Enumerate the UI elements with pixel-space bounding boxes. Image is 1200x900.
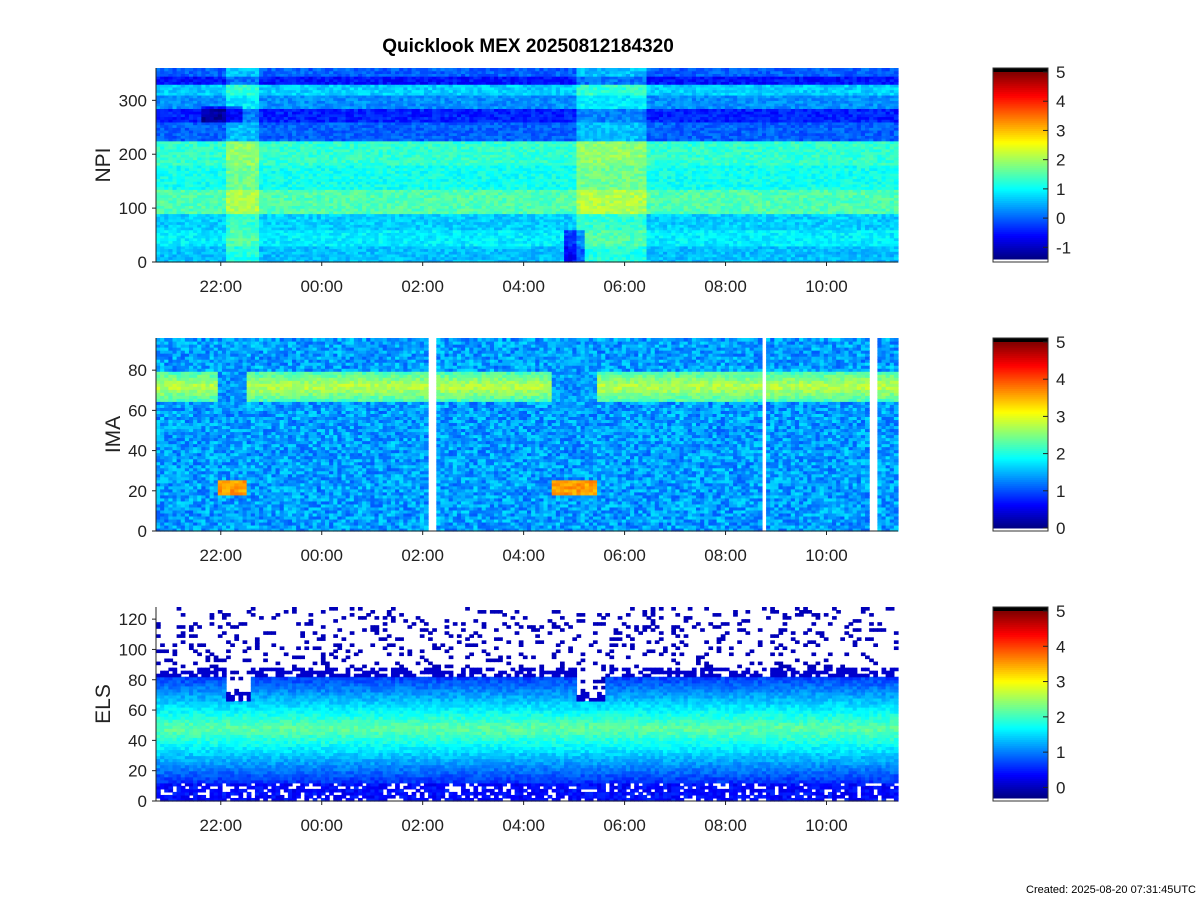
y-tick-label: 40 xyxy=(128,442,147,461)
x-tick-label: 22:00 xyxy=(200,546,243,565)
y-tick-label: 0 xyxy=(138,792,147,811)
colorbar-tick-label: 2 xyxy=(1056,708,1065,727)
colorbar-els xyxy=(992,606,1049,802)
heatmap-cells-ima xyxy=(156,338,899,532)
colorbar-tick-label: 5 xyxy=(1056,602,1065,621)
colorbar-tick-label: 1 xyxy=(1056,743,1065,762)
y-axis-label-npi: NPI xyxy=(92,147,115,182)
x-tick-label: 08:00 xyxy=(704,277,747,296)
x-tick-label: 04:00 xyxy=(502,546,545,565)
y-tick-label: 0 xyxy=(138,253,147,272)
x-tick-label: 22:00 xyxy=(200,816,243,835)
colorbar-tick-label: 0 xyxy=(1056,209,1065,228)
colorbar-tick-label: 3 xyxy=(1056,121,1065,140)
y-tick-label: 300 xyxy=(119,91,147,110)
x-tick-label: 06:00 xyxy=(603,816,646,835)
y-tick-label: 20 xyxy=(128,762,147,781)
colorbar-tick-label: 5 xyxy=(1056,333,1065,352)
y-tick-label: 0 xyxy=(138,522,147,541)
colorbar-tick-label: 2 xyxy=(1056,445,1065,464)
heatmap-cells-npi xyxy=(156,68,899,263)
x-tick-label: 02:00 xyxy=(401,546,444,565)
colorbar-tick-label: 5 xyxy=(1056,63,1065,82)
colorbar-tick-label: 0 xyxy=(1056,519,1065,538)
colorbar-tick-label: 2 xyxy=(1056,151,1065,170)
x-tick-label: 22:00 xyxy=(200,277,243,296)
y-tick-label: 20 xyxy=(128,482,147,501)
colorbar-tick-label: 4 xyxy=(1056,92,1065,111)
y-axis-label-ima: IMA xyxy=(102,416,125,453)
heatmap-cells-els xyxy=(156,607,899,802)
x-tick-label: 04:00 xyxy=(502,816,545,835)
x-tick-label: 10:00 xyxy=(805,816,848,835)
colorbar-tick-label: 4 xyxy=(1056,370,1065,389)
colorbar-tick-label: -1 xyxy=(1056,238,1071,257)
y-tick-label: 100 xyxy=(119,199,147,218)
colorbar-npi xyxy=(992,67,1049,263)
x-tick-label: 10:00 xyxy=(805,277,848,296)
colorbar-tick-label: 3 xyxy=(1056,673,1065,692)
created-timestamp: Created: 2025-08-20 07:31:45UTC xyxy=(1026,884,1196,896)
y-tick-label: 60 xyxy=(128,401,147,420)
y-tick-label: 120 xyxy=(119,610,147,629)
figure-title: Quicklook MEX 20250812184320 xyxy=(156,36,900,58)
x-tick-label: 02:00 xyxy=(401,277,444,296)
y-tick-label: 80 xyxy=(128,361,147,380)
colorbar-tick-label: 3 xyxy=(1056,407,1065,426)
x-tick-label: 00:00 xyxy=(300,277,343,296)
colorbar-tick-label: 1 xyxy=(1056,180,1065,199)
x-tick-label: 06:00 xyxy=(603,277,646,296)
x-tick-label: 00:00 xyxy=(300,546,343,565)
colorbar-tick-label: 4 xyxy=(1056,637,1065,656)
x-tick-label: 08:00 xyxy=(704,816,747,835)
colorbar-tick-label: 0 xyxy=(1056,778,1065,797)
y-tick-label: 200 xyxy=(119,145,147,164)
x-tick-label: 02:00 xyxy=(401,816,444,835)
x-tick-label: 00:00 xyxy=(300,816,343,835)
y-tick-label: 40 xyxy=(128,731,147,750)
x-tick-label: 10:00 xyxy=(805,546,848,565)
colorbar-tick-label: 1 xyxy=(1056,482,1065,501)
x-tick-label: 08:00 xyxy=(704,546,747,565)
y-tick-label: 80 xyxy=(128,671,147,690)
x-tick-label: 06:00 xyxy=(603,546,646,565)
colorbar-ima xyxy=(992,337,1049,532)
y-axis-label-els: ELS xyxy=(92,684,115,724)
y-tick-label: 100 xyxy=(119,640,147,659)
y-tick-label: 60 xyxy=(128,701,147,720)
x-tick-label: 04:00 xyxy=(502,277,545,296)
